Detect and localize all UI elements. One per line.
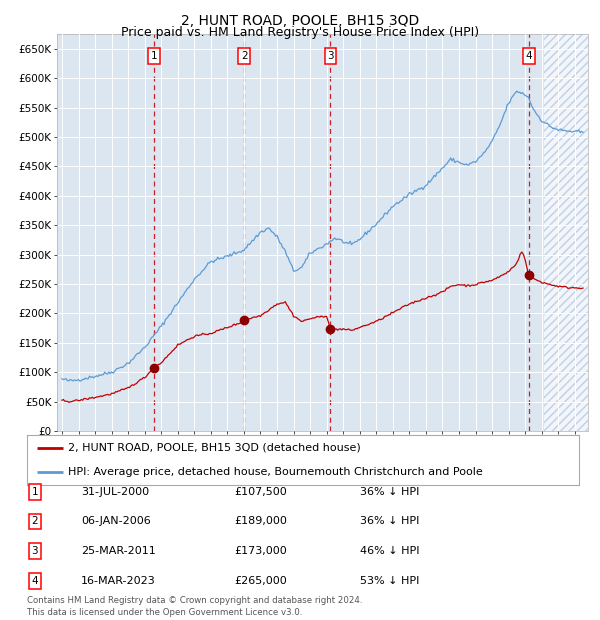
Text: 25-MAR-2011: 25-MAR-2011: [81, 546, 156, 556]
Text: 4: 4: [526, 51, 532, 61]
Text: 46% ↓ HPI: 46% ↓ HPI: [360, 546, 419, 556]
Text: £265,000: £265,000: [234, 576, 287, 586]
Text: 2, HUNT ROAD, POOLE, BH15 3QD: 2, HUNT ROAD, POOLE, BH15 3QD: [181, 14, 419, 28]
Text: 36% ↓ HPI: 36% ↓ HPI: [360, 516, 419, 526]
Text: £107,500: £107,500: [234, 487, 287, 497]
Text: 36% ↓ HPI: 36% ↓ HPI: [360, 487, 419, 497]
Bar: [544, 34, 588, 431]
Text: 31-JUL-2000: 31-JUL-2000: [81, 487, 149, 497]
Text: £173,000: £173,000: [234, 546, 287, 556]
Text: 16-MAR-2023: 16-MAR-2023: [81, 576, 156, 586]
Text: 2: 2: [241, 51, 248, 61]
Text: 2, HUNT ROAD, POOLE, BH15 3QD (detached house): 2, HUNT ROAD, POOLE, BH15 3QD (detached …: [68, 443, 361, 453]
Text: Price paid vs. HM Land Registry's House Price Index (HPI): Price paid vs. HM Land Registry's House …: [121, 26, 479, 39]
Bar: [544, 34, 588, 431]
Text: 1: 1: [31, 487, 38, 497]
Text: HPI: Average price, detached house, Bournemouth Christchurch and Poole: HPI: Average price, detached house, Bour…: [68, 467, 483, 477]
Text: 06-JAN-2006: 06-JAN-2006: [81, 516, 151, 526]
Text: 1: 1: [151, 51, 158, 61]
Text: 3: 3: [327, 51, 334, 61]
Text: Contains HM Land Registry data © Crown copyright and database right 2024.
This d: Contains HM Land Registry data © Crown c…: [27, 596, 362, 617]
Text: £189,000: £189,000: [234, 516, 287, 526]
Text: 4: 4: [31, 576, 38, 586]
Text: 3: 3: [31, 546, 38, 556]
Text: 53% ↓ HPI: 53% ↓ HPI: [360, 576, 419, 586]
Text: 2: 2: [31, 516, 38, 526]
